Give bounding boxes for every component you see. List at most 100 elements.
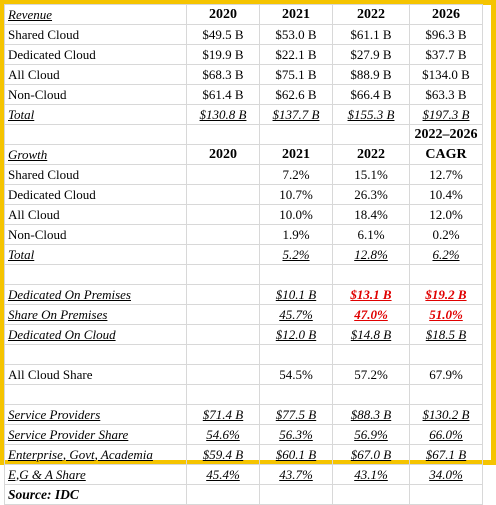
spacer-row bbox=[4, 264, 483, 285]
total-row: Total 5.2% 12.8% 6.2% bbox=[4, 244, 483, 265]
cell: $197.3 B bbox=[409, 104, 483, 125]
table-row: All Cloud 10.0% 18.4% 12.0% bbox=[4, 204, 483, 225]
cell: 12.8% bbox=[332, 244, 410, 265]
cell bbox=[186, 204, 260, 225]
row-label: Non-Cloud bbox=[4, 224, 187, 245]
cell: $134.0 B bbox=[409, 64, 483, 85]
empty-cell bbox=[259, 264, 333, 285]
idc-cloud-revenue-table: Revenue 2020 2021 2022 2026 Shared Cloud… bbox=[4, 4, 483, 505]
empty-cell bbox=[186, 384, 260, 405]
year-header: 2021 bbox=[259, 4, 333, 25]
table-row: All Cloud $68.3 B $75.1 B $88.9 B $134.0… bbox=[4, 64, 483, 85]
empty-cell bbox=[409, 344, 483, 365]
cell: $60.1 B bbox=[259, 444, 333, 465]
cell bbox=[186, 364, 260, 385]
cell: $88.3 B bbox=[332, 404, 410, 425]
empty-cell bbox=[186, 264, 260, 285]
cell: $68.3 B bbox=[186, 64, 260, 85]
row-label: Shared Cloud bbox=[4, 24, 187, 45]
revenue-label: Revenue bbox=[4, 4, 187, 25]
cell: $12.0 B bbox=[259, 324, 333, 345]
cell: $19.9 B bbox=[186, 44, 260, 65]
cell: $61.4 B bbox=[186, 84, 260, 105]
row-label: Dedicated Cloud bbox=[4, 44, 187, 65]
row-label: E,G & A Share bbox=[4, 464, 187, 485]
row-label: All Cloud bbox=[4, 64, 187, 85]
empty-cell bbox=[332, 264, 410, 285]
cell: $22.1 B bbox=[259, 44, 333, 65]
cell: $10.1 B bbox=[259, 284, 333, 305]
empty-cell bbox=[259, 344, 333, 365]
empty-cell bbox=[4, 124, 187, 145]
row-label: Dedicated Cloud bbox=[4, 184, 187, 205]
table-row: Enterprise, Govt, Academia $59.4 B $60.1… bbox=[4, 444, 483, 465]
empty-cell bbox=[259, 124, 333, 145]
cell: $130.8 B bbox=[186, 104, 260, 125]
cell: 18.4% bbox=[332, 204, 410, 225]
year-header: 2026 bbox=[409, 4, 483, 25]
cell: 12.0% bbox=[409, 204, 483, 225]
empty-cell bbox=[332, 484, 410, 505]
cell: 45.7% bbox=[259, 304, 333, 325]
cell: 0.2% bbox=[409, 224, 483, 245]
table-row: Service Providers $71.4 B $77.5 B $88.3 … bbox=[4, 404, 483, 425]
cell bbox=[186, 304, 260, 325]
growth-label: Growth bbox=[4, 144, 187, 165]
revenue-header-row: Revenue 2020 2021 2022 2026 bbox=[4, 4, 483, 25]
source-note: Source: IDC bbox=[4, 484, 187, 505]
empty-cell bbox=[409, 484, 483, 505]
cell: 6.2% bbox=[409, 244, 483, 265]
year-header: 2020 bbox=[186, 4, 260, 25]
empty-cell bbox=[332, 124, 410, 145]
cell: $18.5 B bbox=[409, 324, 483, 345]
cell: $14.8 B bbox=[332, 324, 410, 345]
source-row: Source: IDC bbox=[4, 484, 483, 505]
empty-cell bbox=[4, 264, 187, 285]
cell: $96.3 B bbox=[409, 24, 483, 45]
cell bbox=[186, 324, 260, 345]
cell: 43.1% bbox=[332, 464, 410, 485]
total-row: Total $130.8 B $137.7 B $155.3 B $197.3 … bbox=[4, 104, 483, 125]
year-header: 2022 bbox=[332, 144, 410, 165]
empty-cell bbox=[4, 384, 187, 405]
cell: 34.0% bbox=[409, 464, 483, 485]
empty-cell bbox=[186, 484, 260, 505]
row-label: All Cloud Share bbox=[4, 364, 187, 385]
cell: 54.5% bbox=[259, 364, 333, 385]
table-row: Share On Premises 45.7% 47.0% 51.0% bbox=[4, 304, 483, 325]
table-row: Dedicated On Premises $10.1 B $13.1 B $1… bbox=[4, 284, 483, 305]
cell bbox=[186, 244, 260, 265]
year-header: 2022 bbox=[332, 4, 410, 25]
cell: $63.3 B bbox=[409, 84, 483, 105]
cell: $62.6 B bbox=[259, 84, 333, 105]
empty-cell bbox=[409, 384, 483, 405]
cell: $27.9 B bbox=[332, 44, 410, 65]
cell: 10.0% bbox=[259, 204, 333, 225]
cell: 1.9% bbox=[259, 224, 333, 245]
cell: $67.0 B bbox=[332, 444, 410, 465]
row-label: Service Providers bbox=[4, 404, 187, 425]
table-row: Non-Cloud $61.4 B $62.6 B $66.4 B $63.3 … bbox=[4, 84, 483, 105]
table-row: Shared Cloud 7.2% 15.1% 12.7% bbox=[4, 164, 483, 185]
all-cloud-share-row: All Cloud Share 54.5% 57.2% 67.9% bbox=[4, 364, 483, 385]
cell: 43.7% bbox=[259, 464, 333, 485]
cell: $49.5 B bbox=[186, 24, 260, 45]
row-label: Dedicated On Premises bbox=[4, 284, 187, 305]
table-row: Service Provider Share 54.6% 56.3% 56.9%… bbox=[4, 424, 483, 445]
row-label: All Cloud bbox=[4, 204, 187, 225]
row-label: Total bbox=[4, 104, 187, 125]
row-label: Dedicated On Cloud bbox=[4, 324, 187, 345]
highlight-cell: 47.0% bbox=[332, 304, 410, 325]
cell: 54.6% bbox=[186, 424, 260, 445]
cell bbox=[186, 164, 260, 185]
cagr-period: 2022–2026 bbox=[409, 124, 483, 145]
cell: 26.3% bbox=[332, 184, 410, 205]
table-row: Dedicated On Cloud $12.0 B $14.8 B $18.5… bbox=[4, 324, 483, 345]
cell: 66.0% bbox=[409, 424, 483, 445]
year-header: 2020 bbox=[186, 144, 260, 165]
table-row: Dedicated Cloud 10.7% 26.3% 10.4% bbox=[4, 184, 483, 205]
cell: $88.9 B bbox=[332, 64, 410, 85]
cell: 56.9% bbox=[332, 424, 410, 445]
cell: 67.9% bbox=[409, 364, 483, 385]
empty-cell bbox=[259, 384, 333, 405]
